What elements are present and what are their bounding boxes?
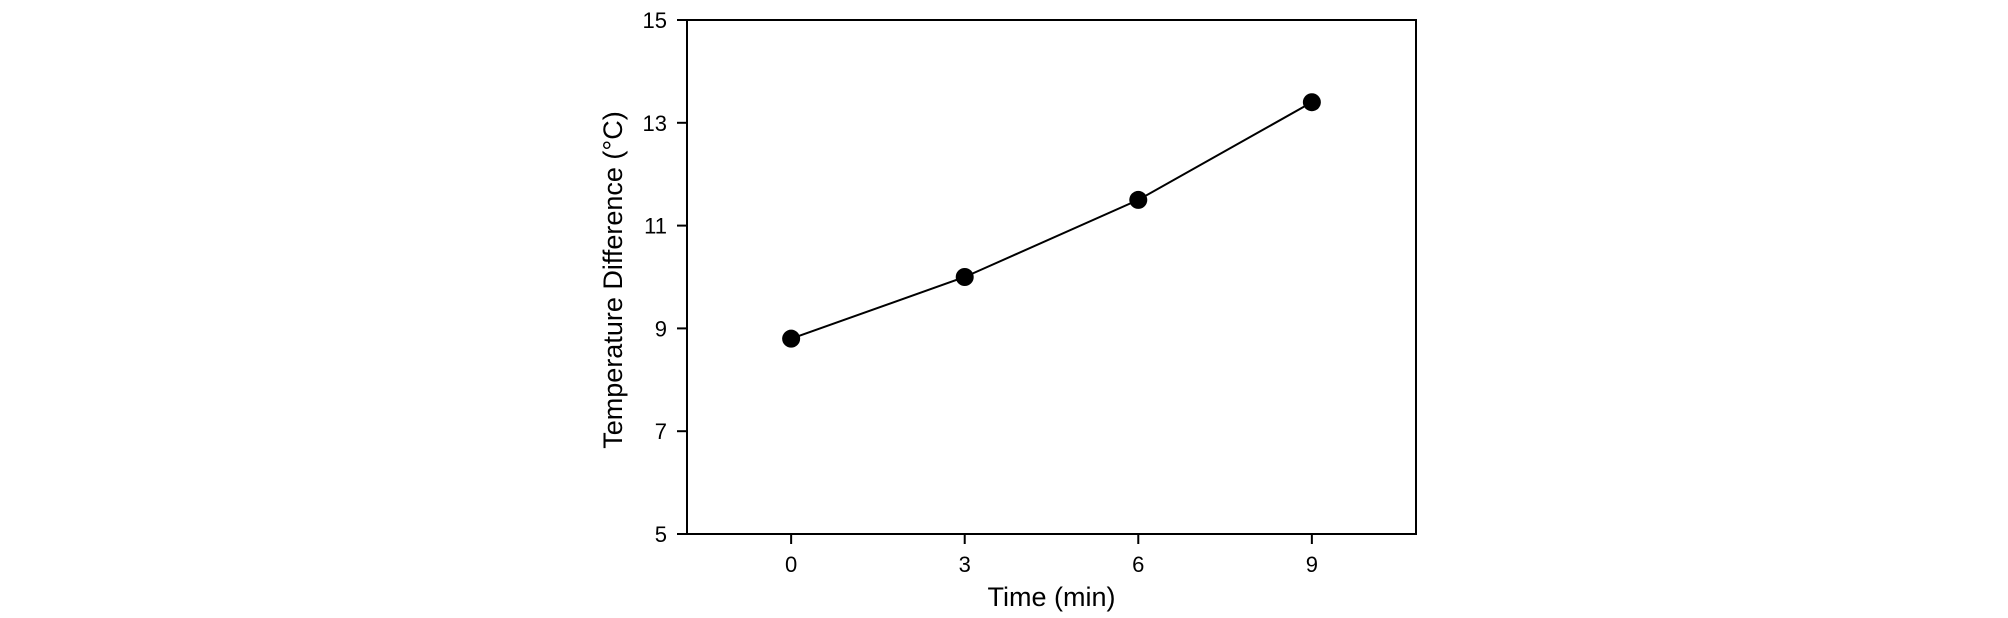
y-tick-label: 15 xyxy=(643,8,667,33)
y-axis-label: Temperature Difference (°C) xyxy=(598,111,628,448)
data-point xyxy=(955,268,974,286)
y-tick-label: 9 xyxy=(655,316,667,341)
x-tick-label: 3 xyxy=(959,552,971,577)
y-tick-label: 13 xyxy=(643,111,667,136)
y-axis-ticks: 5 7 9 11 13 15 xyxy=(643,8,687,547)
x-tick-label: 6 xyxy=(1132,552,1144,577)
x-tick-label: 0 xyxy=(785,552,797,577)
y-tick-label: 7 xyxy=(655,419,667,444)
data-point xyxy=(1129,190,1148,209)
y-tick-label: 11 xyxy=(644,214,667,239)
x-tick-label: 9 xyxy=(1306,552,1318,577)
x-axis-label: Time (min) xyxy=(988,582,1116,612)
data-point xyxy=(1302,93,1321,112)
series-line xyxy=(790,101,1313,340)
x-axis-ticks: 0 3 6 9 xyxy=(785,534,1318,577)
plot-frame xyxy=(686,19,1417,535)
y-tick-label: 5 xyxy=(655,522,667,547)
data-point xyxy=(782,329,801,348)
series-layer xyxy=(782,93,1321,348)
